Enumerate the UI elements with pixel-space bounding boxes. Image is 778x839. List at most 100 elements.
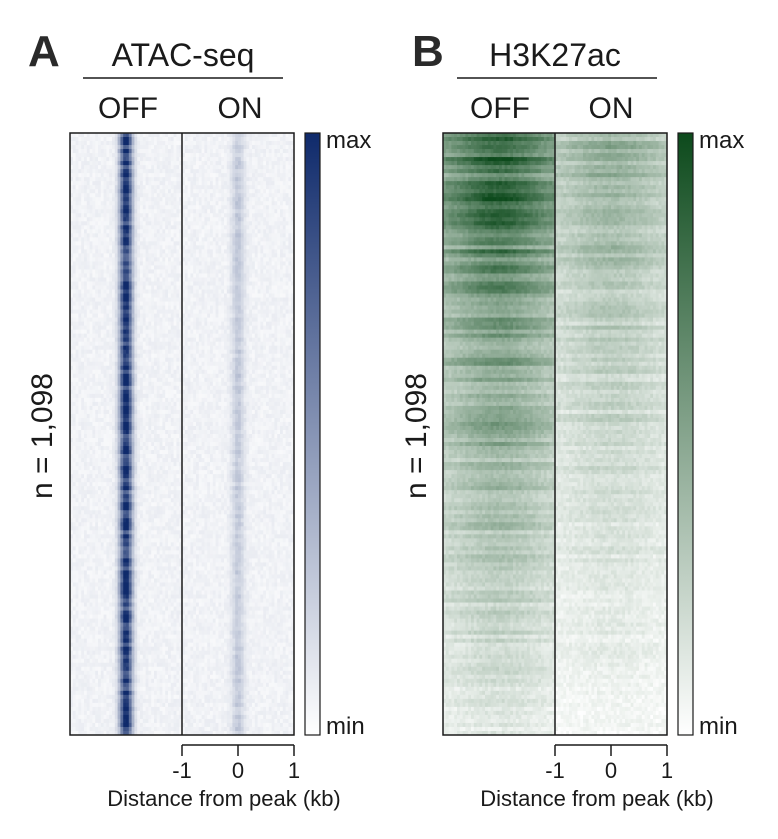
- heatmap-cell: [176, 518, 179, 522]
- heatmap-cell: [174, 422, 177, 426]
- heatmap-cell: [151, 558, 154, 562]
- heatmap-cell: [140, 141, 143, 145]
- heatmap-cell: [92, 510, 95, 514]
- heatmap-cell: [90, 137, 93, 141]
- heatmap-cell: [132, 570, 135, 574]
- heatmap-cell: [162, 306, 165, 310]
- heatmap-cell: [90, 566, 93, 570]
- heatmap-cell: [154, 486, 157, 490]
- heatmap-cell: [118, 241, 121, 245]
- heatmap-cell: [81, 338, 84, 342]
- heatmap-cell: [95, 615, 98, 619]
- heatmap-cell: [76, 478, 79, 482]
- heatmap-cell: [126, 265, 129, 269]
- heatmap-cell: [140, 302, 143, 306]
- heatmap-cell: [106, 330, 109, 334]
- heatmap-cell: [73, 330, 76, 334]
- heatmap-cell: [171, 386, 174, 390]
- heatmap-cell: [176, 350, 179, 354]
- heatmap-cell: [109, 627, 112, 631]
- heatmap-cell: [132, 466, 135, 470]
- heatmap-cell: [76, 498, 79, 502]
- heatmap-cell: [73, 482, 76, 486]
- heatmap-cell: [148, 205, 151, 209]
- heatmap-cell: [87, 141, 90, 145]
- heatmap-cell: [129, 290, 132, 294]
- heatmap-cell: [76, 277, 79, 281]
- heatmap-cell: [174, 462, 177, 466]
- heatmap-cell: [140, 153, 143, 157]
- heatmap-cell: [134, 530, 137, 534]
- heatmap-cell: [176, 578, 179, 582]
- heatmap-cell: [123, 229, 126, 233]
- heatmap-cell: [118, 314, 121, 318]
- heatmap-cell: [109, 165, 112, 169]
- heatmap-cell: [90, 607, 93, 611]
- heatmap-cell: [134, 595, 137, 599]
- heatmap-cell: [176, 165, 179, 169]
- heatmap-cell: [176, 322, 179, 326]
- heatmap-cell: [168, 450, 171, 454]
- heatmap-cell: [160, 542, 163, 546]
- heatmap-cell: [104, 494, 107, 498]
- heatmap-cell: [160, 366, 163, 370]
- heatmap-cell: [174, 442, 177, 446]
- heatmap-cell: [95, 153, 98, 157]
- heatmap-cell: [106, 257, 109, 261]
- heatmap-cell: [146, 406, 149, 410]
- heatmap-cell: [112, 358, 115, 362]
- heatmap-cell: [115, 197, 118, 201]
- heatmap-cell: [132, 338, 135, 342]
- heatmap-cell: [92, 615, 95, 619]
- heatmap-cell: [118, 205, 121, 209]
- heatmap-cell: [165, 169, 168, 173]
- heatmap-cell: [176, 406, 179, 410]
- heatmap-cell: [120, 370, 123, 374]
- heatmap-cell: [151, 141, 154, 145]
- heatmap-cell: [104, 587, 107, 591]
- heatmap-cell: [90, 265, 93, 269]
- heatmap-cell: [134, 394, 137, 398]
- heatmap-cell: [118, 290, 121, 294]
- heatmap-cell: [168, 374, 171, 378]
- heatmap-cell: [134, 482, 137, 486]
- heatmap-cell: [137, 558, 140, 562]
- heatmap-cell: [106, 454, 109, 458]
- heatmap-cell: [176, 177, 179, 181]
- heatmap-cell: [126, 366, 129, 370]
- heatmap-cell: [176, 169, 179, 173]
- heatmap-cell: [151, 382, 154, 386]
- heatmap-cell: [126, 382, 129, 386]
- heatmap-cell: [132, 205, 135, 209]
- heatmap-cell: [165, 269, 168, 273]
- heatmap-cell: [101, 446, 104, 450]
- heatmap-cell: [174, 438, 177, 442]
- heatmap-cell: [90, 558, 93, 562]
- heatmap-cell: [95, 338, 98, 342]
- heatmap-cell: [109, 615, 112, 619]
- heatmap-cell: [123, 374, 126, 378]
- heatmap-cell: [165, 382, 168, 386]
- heatmap-cell: [95, 249, 98, 253]
- heatmap-cell: [95, 386, 98, 390]
- heatmap-cell: [140, 149, 143, 153]
- heatmap-cell: [106, 570, 109, 574]
- heatmap-cell: [84, 290, 87, 294]
- heatmap-cell: [148, 350, 151, 354]
- heatmap-cell: [140, 450, 143, 454]
- heatmap-cell: [137, 290, 140, 294]
- heatmap-cell: [106, 623, 109, 627]
- heatmap-cell: [134, 334, 137, 338]
- heatmap-cell: [176, 326, 179, 330]
- heatmap-cell: [143, 378, 146, 382]
- heatmap-cell: [95, 302, 98, 306]
- heatmap-cell: [160, 566, 163, 570]
- heatmap-cell: [176, 354, 179, 358]
- heatmap-cell: [151, 261, 154, 265]
- heatmap-cell: [98, 346, 101, 350]
- heatmap-cell: [118, 506, 121, 510]
- heatmap-cell: [84, 591, 87, 595]
- heatmap-cell: [104, 314, 107, 318]
- heatmap-cell: [104, 627, 107, 631]
- heatmap-cell: [154, 474, 157, 478]
